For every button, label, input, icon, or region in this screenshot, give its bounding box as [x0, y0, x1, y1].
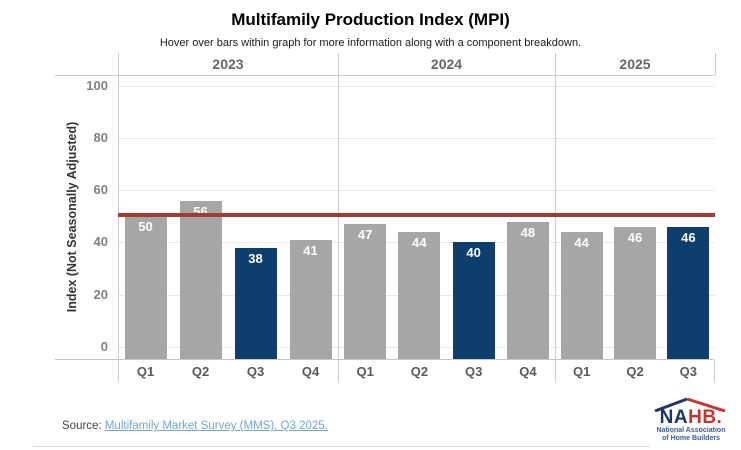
- source-link[interactable]: Multifamily Market Survey (MMS), Q3 2025…: [104, 420, 328, 432]
- x-label-2024-Q4: Q4: [519, 364, 537, 379]
- bar-value-2023-Q1: 50: [138, 219, 153, 235]
- reference-line: [118, 213, 715, 218]
- bar-2023-Q1[interactable]: [124, 216, 167, 359]
- nahb-logo-tagline: National Association of Home Builders: [648, 427, 734, 443]
- nahb-roof-icon: [654, 397, 726, 412]
- year-label-2025: 2025: [619, 56, 651, 72]
- gridline-60: [118, 190, 715, 192]
- year-separator-2: [555, 53, 556, 382]
- bar-value-2024-Q3: 40: [466, 245, 481, 261]
- chart-title: Multifamily Production Index (MPI): [231, 10, 510, 29]
- bar-2024-Q2[interactable]: [398, 232, 441, 359]
- x-label-2024-Q3: Q3: [464, 364, 483, 379]
- y-tick-label-60: 60: [93, 182, 108, 198]
- x-label-2025-Q3: Q3: [679, 364, 697, 379]
- year-label-2024: 2024: [430, 56, 463, 72]
- nahb-logo: NAHB. National Association of Home Build…: [648, 396, 734, 444]
- bar-value-2024-Q1: 47: [357, 227, 373, 243]
- bar-2025-Q2[interactable]: [614, 226, 656, 359]
- x-label-2024-Q2: Q2: [410, 364, 429, 379]
- gridline-80: [118, 137, 715, 139]
- bar-value-2025-Q1: 44: [574, 235, 589, 250]
- bar-value-2023-Q3: 38: [248, 250, 263, 266]
- nahb-logo-hb: HB.: [688, 407, 723, 428]
- y-axis-title: Index (Not Seasonally Adjusted): [65, 121, 79, 313]
- x-label-2023-Q3: Q3: [246, 364, 265, 379]
- nahb-logo-na: NA: [659, 407, 689, 428]
- bar-2024-Q3[interactable]: [452, 242, 495, 359]
- x-axis-line: [55, 359, 713, 360]
- plot-right-border-top: [715, 53, 716, 75]
- bar-value-2024-Q2: 44: [412, 235, 427, 250]
- bar-value-2025-Q3: 46: [681, 229, 696, 245]
- x-label-2023-Q2: Q2: [191, 364, 210, 379]
- bar-2024-Q4[interactable]: [506, 221, 549, 359]
- plot-top-border: [55, 75, 715, 76]
- nahb-logo-text: NAHB.: [648, 407, 734, 428]
- x-label-2025-Q1: Q1: [572, 364, 591, 379]
- bar-2025-Q1[interactable]: [560, 232, 603, 359]
- year-label-2023: 2023: [212, 56, 244, 72]
- bar-2023-Q3[interactable]: [234, 247, 277, 359]
- y-tick-label-40: 40: [93, 234, 108, 250]
- bar-value-2025-Q2: 46: [627, 229, 643, 245]
- y-tick-label-100: 100: [86, 77, 108, 93]
- x-label-2024-Q1: Q1: [356, 364, 374, 379]
- bottom-divider: [33, 446, 650, 447]
- y-tick-label-0: 0: [100, 339, 108, 354]
- bar-2023-Q4[interactable]: [289, 239, 332, 359]
- bar-2025-Q3[interactable]: [667, 226, 710, 359]
- y-tick-label-20: 20: [93, 286, 108, 302]
- plot-right-border-bottom: [714, 359, 715, 382]
- x-label-2023-Q1: Q1: [136, 364, 155, 379]
- source-line: Source: Multifamily Market Survey (MMS),…: [62, 420, 328, 432]
- nahb-tagline-line1: National Association: [656, 427, 726, 434]
- year-separator-1: [338, 53, 339, 382]
- y-tick-label-80: 80: [93, 129, 108, 145]
- bar-value-2023-Q4: 41: [303, 242, 318, 258]
- chart-subtitle: Hover over bars within graph for more in…: [159, 37, 582, 49]
- nahb-tagline-line2: of Home Builders: [662, 435, 720, 442]
- source-prefix: Source:: [62, 420, 102, 432]
- bar-2023-Q2[interactable]: [179, 200, 222, 359]
- x-label-2025-Q2: Q2: [626, 364, 644, 379]
- year-separator-0: [118, 53, 119, 382]
- gridline-100: [118, 85, 715, 87]
- bar-value-2024-Q4: 48: [520, 224, 536, 240]
- x-label-2023-Q4: Q4: [301, 364, 320, 379]
- bar-2024-Q1[interactable]: [344, 224, 387, 359]
